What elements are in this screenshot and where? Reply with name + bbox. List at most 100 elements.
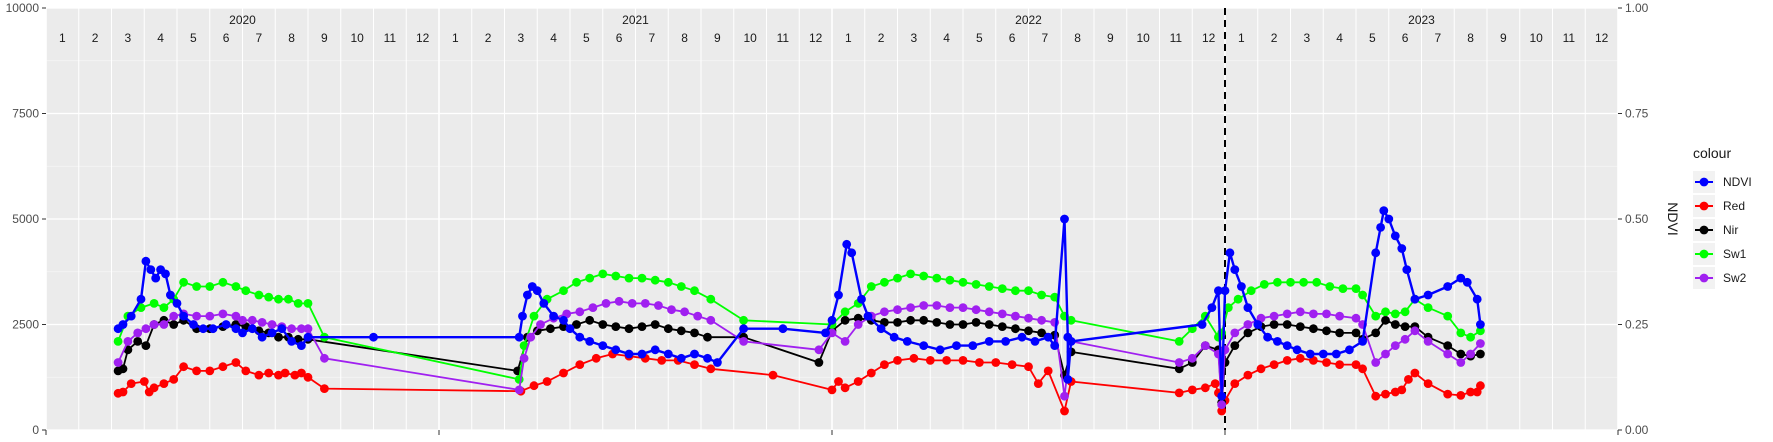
data-point-sw1 (958, 277, 968, 287)
legend-key-point (1699, 225, 1709, 235)
data-point-ndvi (902, 337, 912, 346)
data-point-sw1 (1066, 315, 1076, 325)
month-label: 6 (1009, 31, 1016, 45)
data-point-sw2 (739, 337, 748, 346)
data-point-nir (572, 320, 581, 329)
data-point-sw1 (945, 275, 955, 285)
data-point-sw1 (231, 282, 241, 291)
data-point-sw1 (559, 286, 568, 296)
data-point-sw1 (624, 273, 634, 283)
legend-label: NDVI (1723, 175, 1752, 189)
data-point-sw2 (1476, 339, 1485, 348)
data-point-ndvi (1376, 223, 1385, 232)
data-point-sw2 (1011, 311, 1020, 321)
data-point-ndvi (1410, 294, 1420, 304)
data-point-ndvi (146, 265, 156, 274)
month-label: 1 (1238, 31, 1245, 45)
month-label: 9 (1500, 31, 1507, 45)
data-point-red (1381, 389, 1390, 399)
left-axis-tick-label: 7500 (12, 107, 39, 121)
data-point-nir (637, 322, 647, 331)
data-point-ndvi (539, 299, 549, 308)
legend-item-nir: Nir (1693, 219, 1738, 241)
legend-title: colour (1693, 145, 1731, 161)
data-point-sw2 (667, 305, 676, 315)
data-point-ndvi (1063, 375, 1073, 384)
data-point-red (126, 379, 136, 388)
data-point-ndvi (267, 328, 277, 338)
data-point-ndvi (1230, 265, 1240, 274)
data-point-ndvi (1379, 206, 1389, 216)
data-point-ndvi (1214, 286, 1223, 296)
month-label: 3 (1304, 31, 1311, 45)
data-point-ndvi (1402, 265, 1412, 274)
data-point-ndvi (1220, 286, 1230, 296)
data-point-ndvi (650, 345, 660, 355)
data-point-sw2 (231, 311, 241, 321)
data-point-sw2 (1335, 311, 1344, 321)
data-point-sw2 (893, 305, 902, 315)
data-point-nir (1400, 322, 1410, 331)
data-point-red (1007, 360, 1017, 369)
data-point-red (1187, 385, 1197, 395)
data-point-red (241, 366, 251, 376)
data-point-sw2 (536, 320, 545, 329)
data-point-red (591, 353, 601, 363)
data-point-nir (1443, 341, 1453, 350)
data-point-sw2 (287, 324, 296, 334)
data-point-red (280, 368, 290, 378)
data-point-red (169, 375, 179, 384)
data-point-sw2 (1410, 326, 1420, 336)
data-point-sw2 (1456, 358, 1466, 367)
data-point-ndvi (136, 294, 146, 304)
data-point-ndvi (624, 349, 634, 359)
data-point-sw1 (893, 273, 902, 283)
data-point-ndvi (238, 328, 247, 338)
data-point-ndvi (1243, 303, 1253, 312)
legend-key-point (1699, 273, 1709, 283)
data-point-sw1 (284, 294, 293, 304)
data-point-sw2 (205, 311, 215, 321)
data-point-nir (118, 364, 128, 374)
data-point-sw1 (529, 311, 539, 321)
left-axis-tick-label: 5000 (12, 212, 39, 226)
data-point-nir (141, 341, 151, 350)
left-axis-tick-label: 2500 (12, 318, 39, 332)
data-point-ndvi (889, 332, 899, 342)
data-point-ndvi (287, 337, 296, 346)
data-point-sw1 (1246, 286, 1256, 296)
data-point-sw2 (1371, 358, 1381, 367)
data-point-red (942, 356, 951, 365)
month-label: 1 (452, 31, 459, 45)
data-point-sw2 (906, 303, 915, 312)
data-point-sw2 (1390, 341, 1400, 350)
data-point-ndvi (1017, 332, 1027, 342)
data-point-sw2 (297, 324, 306, 334)
data-point-sw1 (192, 282, 202, 291)
data-point-ndvi (518, 311, 527, 321)
data-point-sw1 (1351, 284, 1361, 293)
data-point-ndvi (1292, 345, 1302, 355)
data-point-sw1 (514, 375, 524, 384)
month-label: 6 (1402, 31, 1409, 45)
data-point-ndvi (514, 332, 524, 342)
data-point-ndvi (1305, 349, 1315, 359)
data-point-sw2 (640, 299, 650, 308)
data-point-red (706, 364, 716, 374)
data-point-ndvi (151, 273, 161, 283)
data-point-nir (906, 315, 915, 325)
data-point-nir (1037, 328, 1046, 338)
data-point-sw2 (519, 353, 529, 363)
data-point-red (1358, 364, 1367, 374)
data-point-red (149, 383, 159, 393)
data-point-sw2 (133, 328, 143, 338)
data-point-ndvi (663, 349, 673, 359)
data-point-ndvi (1043, 332, 1053, 342)
data-point-sw1 (739, 315, 748, 325)
left-axis-tick-label: 10000 (6, 1, 40, 15)
month-label: 12 (416, 31, 430, 45)
data-point-ndvi (179, 311, 189, 321)
month-label: 9 (1107, 31, 1114, 45)
data-point-red (1210, 379, 1220, 388)
series-red (113, 349, 1485, 416)
